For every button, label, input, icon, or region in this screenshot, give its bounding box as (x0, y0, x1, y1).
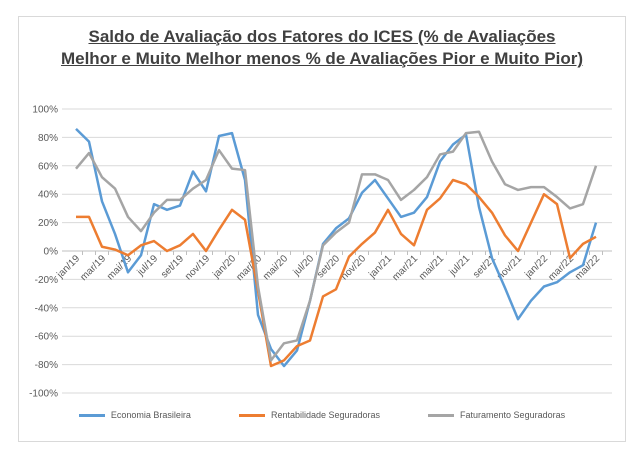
x-tick-label: set/19 (159, 253, 186, 280)
x-tick-label: jan/20 (210, 253, 238, 281)
legend: Economia Brasileira Rentabilidade Segurad… (0, 410, 644, 420)
legend-item: Economia Brasileira (78, 410, 191, 420)
x-tick-label: mar/19 (78, 253, 108, 283)
y-tick-label: 60% (38, 161, 58, 172)
legend-label: Faturamento Seguradoras (460, 410, 566, 420)
x-tick-label: mar/21 (390, 253, 420, 283)
x-tick-label: mar/20 (234, 253, 264, 283)
legend-item: Rentabilidade Seguradoras (238, 410, 381, 420)
series-line (75, 130, 598, 362)
legend-label: Rentabilidade Seguradoras (270, 410, 381, 420)
legend-swatch (428, 413, 455, 417)
y-tick-label: -20% (35, 275, 58, 286)
y-tick-label: -40% (35, 303, 58, 314)
x-tick-label: jan/22 (522, 253, 550, 281)
y-tick-label: 80% (38, 133, 58, 144)
legend-swatch (78, 413, 105, 417)
x-tick-label: jan/19 (54, 253, 82, 281)
y-tick-label: -100% (29, 389, 58, 400)
y-tick-label: -60% (35, 332, 58, 343)
legend-label: Economia Brasileira (110, 410, 191, 420)
x-tick-label: set/21 (471, 253, 498, 280)
x-tick-label: mai/21 (417, 253, 446, 282)
chart-frame (18, 16, 626, 442)
y-tick-label: 20% (38, 218, 58, 229)
chart-title: Saldo de Avaliação dos Fatores do ICES (… (60, 27, 584, 68)
y-tick-label: -80% (35, 360, 58, 371)
x-tick-label: mai/20 (261, 253, 290, 282)
x-tick-label: jul/21 (447, 253, 473, 279)
series-line (76, 178, 597, 368)
legend-item: Faturamento Seguradoras (428, 410, 565, 420)
y-tick-label: 100% (32, 105, 58, 116)
series-line (75, 127, 598, 368)
legend-swatch (238, 413, 265, 417)
x-tick-label: jan/21 (366, 253, 394, 281)
x-tick-label: jul/20 (291, 253, 317, 279)
x-tick-label: nov/19 (183, 253, 212, 282)
y-tick-label: 0% (44, 247, 59, 258)
y-tick-label: 40% (38, 190, 58, 201)
